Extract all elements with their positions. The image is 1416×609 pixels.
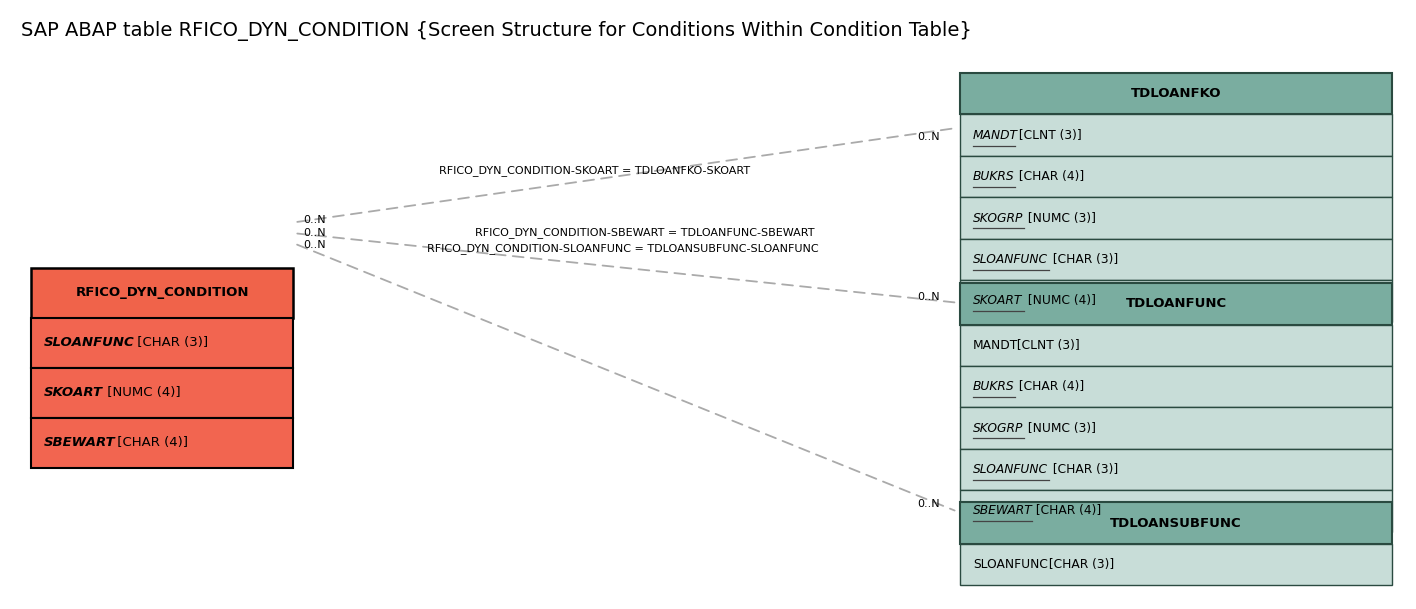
Bar — [960, 283, 1392, 325]
Bar — [960, 156, 1392, 197]
Text: BUKRS: BUKRS — [973, 170, 1014, 183]
Text: [NUMC (3)]: [NUMC (3)] — [1024, 211, 1096, 225]
Text: SLOANFUNC: SLOANFUNC — [973, 253, 1048, 266]
Text: MANDT: MANDT — [973, 128, 1018, 142]
Bar — [960, 449, 1392, 490]
Text: [CHAR (4)]: [CHAR (4)] — [1015, 380, 1085, 393]
Text: [CHAR (3)]: [CHAR (3)] — [1049, 463, 1119, 476]
Text: SLOANFUNC: SLOANFUNC — [973, 463, 1048, 476]
Bar — [960, 407, 1392, 449]
Text: RFICO_DYN_CONDITION-SBEWART = TDLOANFUNC-SBEWART: RFICO_DYN_CONDITION-SBEWART = TDLOANFUNC… — [474, 227, 814, 238]
Bar — [960, 73, 1392, 114]
Bar — [31, 368, 293, 418]
Text: [CHAR (4)]: [CHAR (4)] — [1032, 504, 1102, 518]
Bar — [960, 502, 1392, 544]
Text: SKOGRP: SKOGRP — [973, 421, 1024, 435]
Text: TDLOANSUBFUNC: TDLOANSUBFUNC — [1110, 516, 1242, 530]
Text: MANDT: MANDT — [973, 339, 1018, 352]
Text: SKOART: SKOART — [44, 386, 103, 400]
Text: [NUMC (4)]: [NUMC (4)] — [1024, 294, 1096, 308]
Text: SBEWART: SBEWART — [44, 436, 116, 449]
Bar — [31, 268, 293, 318]
Text: SLOANFUNC: SLOANFUNC — [44, 336, 135, 350]
Text: [CHAR (4)]: [CHAR (4)] — [113, 436, 188, 449]
Text: BUKRS: BUKRS — [973, 380, 1014, 393]
Bar — [31, 418, 293, 468]
Text: [CLNT (3)]: [CLNT (3)] — [1015, 128, 1082, 142]
Text: RFICO_DYN_CONDITION-SLOANFUNC = TDLOANSUBFUNC-SLOANFUNC: RFICO_DYN_CONDITION-SLOANFUNC = TDLOANSU… — [428, 243, 818, 254]
Text: SKOGRP: SKOGRP — [973, 211, 1024, 225]
Text: [CHAR (3)]: [CHAR (3)] — [1049, 253, 1119, 266]
Bar — [960, 544, 1392, 585]
Text: RFICO_DYN_CONDITION: RFICO_DYN_CONDITION — [75, 286, 249, 300]
Text: SKOART: SKOART — [973, 294, 1022, 308]
Text: [NUMC (3)]: [NUMC (3)] — [1024, 421, 1096, 435]
Text: [CHAR (4)]: [CHAR (4)] — [1015, 170, 1085, 183]
Text: RFICO_DYN_CONDITION-SKOART = TDLOANFKO-SKOART: RFICO_DYN_CONDITION-SKOART = TDLOANFKO-S… — [439, 165, 750, 176]
Text: 0..N: 0..N — [918, 292, 940, 302]
Text: SLOANFUNC: SLOANFUNC — [973, 558, 1048, 571]
Text: 0..N: 0..N — [918, 132, 940, 142]
Bar — [960, 490, 1392, 532]
Text: [CHAR (3)]: [CHAR (3)] — [1045, 558, 1114, 571]
Text: SBEWART: SBEWART — [973, 504, 1032, 518]
Bar — [960, 366, 1392, 407]
Text: 0..N: 0..N — [303, 240, 326, 250]
Text: [CLNT (3)]: [CLNT (3)] — [1012, 339, 1079, 352]
Text: 0..N: 0..N — [303, 216, 326, 225]
Text: [CHAR (3)]: [CHAR (3)] — [133, 336, 208, 350]
Text: [NUMC (4)]: [NUMC (4)] — [103, 386, 181, 400]
Text: 0..N: 0..N — [918, 499, 940, 509]
Text: TDLOANFUNC: TDLOANFUNC — [1126, 297, 1226, 311]
Text: SAP ABAP table RFICO_DYN_CONDITION {Screen Structure for Conditions Within Condi: SAP ABAP table RFICO_DYN_CONDITION {Scre… — [21, 21, 973, 41]
Text: TDLOANFKO: TDLOANFKO — [1131, 87, 1221, 100]
Bar — [960, 280, 1392, 322]
Bar — [960, 239, 1392, 280]
Text: 0..N: 0..N — [303, 228, 326, 238]
Bar — [31, 318, 293, 368]
Bar — [960, 325, 1392, 366]
Bar — [960, 197, 1392, 239]
Bar — [960, 114, 1392, 156]
